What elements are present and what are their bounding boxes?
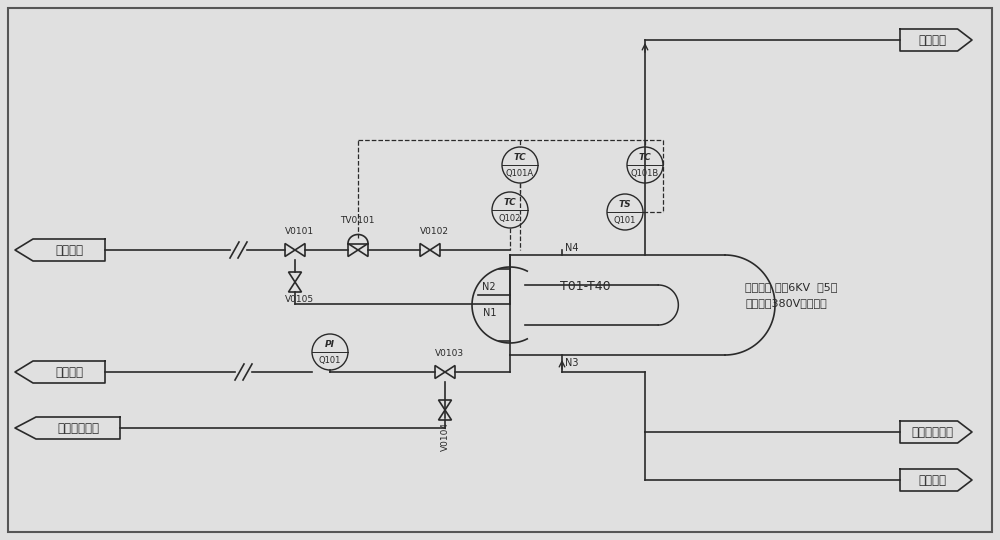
Text: Q101A: Q101A xyxy=(506,169,534,178)
Text: Q102: Q102 xyxy=(499,214,521,223)
Text: 暂时考虑380V角换方式: 暂时考虑380V角换方式 xyxy=(745,298,827,308)
Text: N3: N3 xyxy=(565,358,578,368)
Text: 二次热媒排放: 二次热媒排放 xyxy=(911,426,953,438)
Text: V0104: V0104 xyxy=(441,422,450,451)
Text: TV0101: TV0101 xyxy=(340,216,374,225)
Text: Q101: Q101 xyxy=(614,216,636,225)
Text: TC: TC xyxy=(504,198,516,207)
Text: T01-T40: T01-T40 xyxy=(560,280,611,294)
Text: TC: TC xyxy=(639,153,651,162)
Text: 一次热媒排放: 一次热媒排放 xyxy=(57,422,99,435)
Text: TC: TC xyxy=(514,153,526,162)
Text: PI: PI xyxy=(325,340,335,349)
Text: V0102: V0102 xyxy=(420,227,449,236)
Text: Q101: Q101 xyxy=(319,356,341,365)
Text: 燃煤填充: 燃煤填充 xyxy=(918,474,946,487)
Text: 一次热媒: 一次热媒 xyxy=(55,244,83,256)
Text: 电加热炉 每组6KV  共5组: 电加热炉 每组6KV 共5组 xyxy=(745,282,837,292)
Text: 二次热媒: 二次热媒 xyxy=(918,33,946,46)
Text: Q101B: Q101B xyxy=(631,169,659,178)
Text: V0103: V0103 xyxy=(435,349,464,358)
Text: N2: N2 xyxy=(482,282,496,292)
Text: TS: TS xyxy=(619,200,631,209)
Text: N1: N1 xyxy=(482,308,496,318)
Text: V0101: V0101 xyxy=(285,227,314,236)
Text: N4: N4 xyxy=(565,243,578,253)
Text: 一次热媒: 一次热媒 xyxy=(55,366,83,379)
Text: V0105: V0105 xyxy=(285,295,314,304)
